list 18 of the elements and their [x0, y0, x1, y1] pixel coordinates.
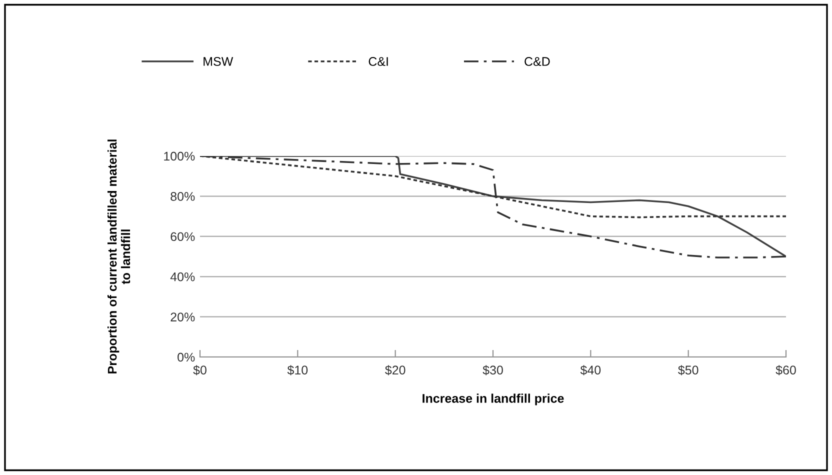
legend-label: C&I [368, 57, 388, 66]
x-tick-label: $0 [193, 365, 206, 376]
y-tick-label: 100% [164, 152, 195, 161]
y-tick-label: 80% [170, 192, 195, 201]
x-tick-label: $50 [678, 365, 698, 376]
y-tick-label: 40% [170, 272, 195, 282]
x-axis-title: Increase in landfill price [422, 394, 564, 406]
legend-label: C&D [524, 57, 550, 66]
x-tick-label: $60 [776, 365, 796, 376]
y-tick-label: 60% [170, 232, 195, 242]
x-tick-label: $30 [482, 365, 503, 376]
x-tick-label: $20 [385, 365, 406, 376]
legend-label: MSW [204, 57, 234, 66]
x-tick-label: $40 [580, 365, 601, 376]
y-tick-label: 20% [170, 312, 195, 322]
x-tick-label: $10 [287, 365, 308, 376]
y-axis-title: Proportion of current landfilled material to landfill [108, 140, 130, 374]
y-tick-label: 0% [178, 352, 195, 362]
